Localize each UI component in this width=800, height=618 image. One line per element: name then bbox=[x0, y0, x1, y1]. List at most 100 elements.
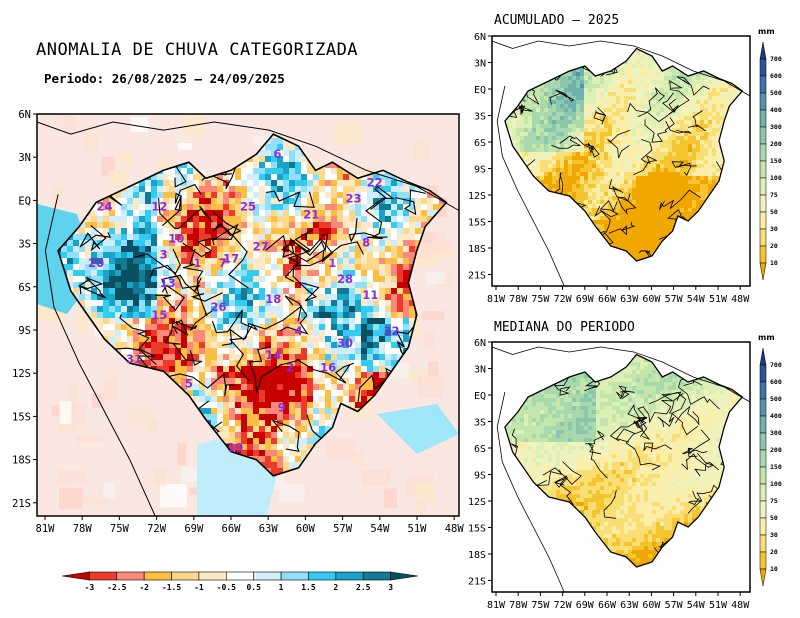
basin-number-label: 31 bbox=[126, 352, 142, 366]
main-map-lon-label: 63W bbox=[259, 523, 279, 535]
median-map-lon-label: 75W bbox=[531, 600, 550, 611]
basin-number-label: 10 bbox=[168, 232, 184, 246]
colorbar-swatch bbox=[759, 41, 767, 60]
colorbar-swatch bbox=[198, 571, 227, 581]
basin-number-label: 19 bbox=[227, 441, 243, 455]
main-map-lon-label: 54W bbox=[370, 523, 390, 535]
colorbar-label: 20 bbox=[770, 242, 778, 250]
basin-number-label: 27 bbox=[253, 240, 269, 254]
median-map-lon-label: 60W bbox=[642, 600, 661, 611]
colorbar-swatch bbox=[390, 571, 419, 581]
colorbar-swatch bbox=[759, 466, 767, 485]
colorbar-swatch bbox=[759, 126, 767, 145]
basin-number-label: 20 bbox=[88, 256, 104, 270]
colorbar-label: -3 bbox=[85, 583, 95, 592]
basin-number-label: 18 bbox=[265, 292, 281, 306]
basin-number-label: 22 bbox=[367, 175, 383, 189]
main-map-lon-label: 72W bbox=[147, 523, 167, 535]
colorbar-label: 2 bbox=[333, 583, 338, 592]
accumulated-map-lon-label: 60W bbox=[642, 294, 661, 305]
main-map-lat-label: 15S bbox=[12, 411, 31, 423]
accumulated-map-lon-label: 54W bbox=[687, 294, 706, 305]
median-map-lat-label: 6S bbox=[474, 444, 486, 455]
colorbar-label: 3 bbox=[388, 583, 393, 592]
median-map-lon-label: 48W bbox=[731, 600, 750, 611]
colorbar-swatch bbox=[759, 364, 767, 383]
colorbar-units: mm bbox=[758, 333, 775, 342]
median-map-lat-label: 3N bbox=[474, 365, 486, 376]
colorbar-swatch bbox=[362, 571, 391, 581]
colorbar-label: -0.5 bbox=[217, 583, 236, 592]
main-map-lon-label: 69W bbox=[184, 523, 204, 535]
accumulated-map-lon-label: 57W bbox=[665, 294, 684, 305]
colorbar-label: 300 bbox=[770, 429, 782, 437]
colorbar-swatch bbox=[759, 432, 767, 451]
colorbar-label: -2.5 bbox=[107, 583, 126, 592]
median-map-lat-label: 18S bbox=[468, 550, 486, 561]
main-map-lat-label: 6S bbox=[18, 282, 31, 294]
colorbar-label: -1 bbox=[194, 583, 204, 592]
main-map-lat-label: 18S bbox=[12, 455, 31, 467]
main-map-period: Periodo: 26/08/2025 – 24/09/2025 bbox=[44, 71, 285, 86]
accumulated-map-lon-label: 63W bbox=[620, 294, 639, 305]
median-map-lat-label: EQ bbox=[474, 391, 486, 402]
main-map-lon-label: 48W bbox=[445, 523, 465, 535]
accumulated-map-lon-label: 66W bbox=[598, 294, 617, 305]
colorbar-swatch bbox=[759, 347, 767, 366]
basin-number-label: 28 bbox=[337, 272, 353, 286]
main-map-lon-label: 51W bbox=[408, 523, 428, 535]
basin-number-label: 21 bbox=[303, 208, 319, 222]
colorbar-label: 400 bbox=[770, 106, 782, 114]
colorbar-units: mm bbox=[758, 27, 775, 36]
accumulated-map-lat-label: 12S bbox=[468, 191, 486, 202]
colorbar-swatch bbox=[759, 109, 767, 128]
median-map-lon-label: 69W bbox=[576, 600, 595, 611]
main-map-lon-label: 81W bbox=[36, 523, 56, 535]
accumulated-map-lat-label: 15S bbox=[468, 218, 486, 229]
colorbar-label: 0.5 bbox=[246, 583, 261, 592]
colorbar-label: 700 bbox=[770, 55, 782, 63]
median-map-title: MEDIANA DO PERIODO bbox=[494, 320, 635, 335]
median-map-lat-label: 21S bbox=[468, 577, 486, 588]
colorbar-swatch bbox=[759, 211, 767, 230]
colorbar-label: 700 bbox=[770, 361, 782, 369]
median-map-lon-label: 54W bbox=[687, 600, 706, 611]
colorbar-label: 400 bbox=[770, 412, 782, 420]
colorbar-swatch bbox=[759, 143, 767, 162]
colorbar-swatch bbox=[226, 571, 254, 581]
main-map-lat-label: EQ bbox=[18, 195, 31, 207]
median-map-lon-label: 63W bbox=[620, 600, 639, 611]
median-map-lat-label: 3S bbox=[474, 418, 486, 429]
colorbar-swatch bbox=[759, 551, 767, 570]
basin-number-label: 15 bbox=[151, 308, 167, 322]
colorbar-label: 300 bbox=[770, 123, 782, 131]
median-map-colorbar: 700 600 500 400 300 200 150 100 75 50 30 20 10 mm bbox=[758, 333, 782, 587]
colorbar-swatch bbox=[308, 571, 337, 581]
basin-number-label: 30 bbox=[337, 336, 353, 350]
colorbar-swatch bbox=[759, 75, 767, 94]
accumulated-map-lat-label: 21S bbox=[468, 271, 486, 282]
median-map-lon-label: 57W bbox=[665, 600, 684, 611]
colorbar-swatch bbox=[335, 571, 364, 581]
basin-number-label: 1 bbox=[328, 256, 336, 270]
median-map-lon-label: 78W bbox=[509, 600, 528, 611]
colorbar-swatch bbox=[116, 571, 145, 581]
accumulated-map-lat-label: 3N bbox=[474, 59, 486, 70]
colorbar-swatch bbox=[759, 500, 767, 519]
colorbar-label: 100 bbox=[770, 480, 782, 488]
accumulated-map-lat-label: EQ bbox=[474, 85, 486, 96]
accumulated-map-border bbox=[491, 35, 751, 287]
colorbar-swatch bbox=[759, 245, 767, 264]
accumulated-map-coastline bbox=[491, 40, 751, 287]
accumulated-map-lat-label: 6N bbox=[474, 32, 486, 43]
basin-number-label: 2 bbox=[286, 360, 294, 374]
colorbar-label: 30 bbox=[770, 225, 778, 233]
basin-number-label: 1 bbox=[193, 256, 201, 270]
median-map-border bbox=[491, 341, 751, 593]
colorbar-swatch bbox=[759, 194, 767, 213]
basin-number-label: 17 bbox=[223, 252, 239, 266]
main-map-lat-label: 9S bbox=[18, 325, 31, 337]
colorbar-swatch bbox=[759, 381, 767, 400]
